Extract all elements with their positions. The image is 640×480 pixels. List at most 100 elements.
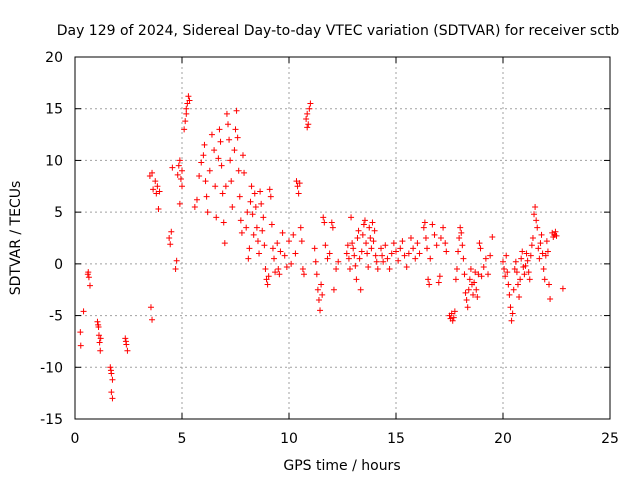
data-point [424,245,431,252]
data-point [543,238,550,245]
data-point [216,126,223,133]
data-point [155,206,162,213]
data-point [213,214,220,221]
data-point [382,242,389,249]
data-point [372,252,379,259]
data-point [258,200,265,207]
data-point [458,229,465,236]
data-point [421,219,428,226]
data-point [181,126,188,133]
data-point [368,245,375,252]
data-point [186,97,193,104]
data-point [448,310,455,317]
data-point [313,271,320,278]
data-point [461,271,468,278]
data-point [306,105,313,112]
data-point [108,389,115,396]
data-point [348,214,355,221]
data-point [393,248,399,255]
y-tick-label: -15 [40,412,63,428]
data-point [109,395,116,402]
data-point [500,258,506,265]
data-point [266,186,273,193]
data-point [146,172,153,179]
data-point [176,157,183,164]
data-point [251,190,258,197]
data-point [97,347,104,354]
data-point [263,276,270,283]
data-point [464,304,471,311]
data-point [311,245,318,252]
data-point [546,281,553,288]
data-point [225,121,232,128]
data-point [437,235,444,241]
data-point [466,276,473,283]
data-point [525,269,532,276]
data-point [226,136,233,143]
data-point [231,147,238,154]
data-point [455,248,462,255]
data-point [346,266,353,273]
data-point [456,235,463,241]
data-point [507,304,514,311]
data-point [380,258,387,265]
data-point [504,269,511,276]
data-point [410,245,417,252]
data-point [474,293,481,300]
y-axis-label: SDTVAR / TECUs [8,181,24,296]
data-point [536,255,543,262]
data-point [462,289,469,296]
data-point [241,169,248,176]
data-point [294,183,301,190]
data-point [552,228,559,235]
data-point [77,329,84,336]
data-point [472,269,479,276]
plot-frame [74,56,611,420]
data-point [290,231,297,238]
data-point [95,321,102,328]
data-point [204,209,211,216]
data-point [315,297,322,304]
data-point [265,273,272,280]
data-point [249,211,256,218]
data-point [246,245,253,252]
y-tick-label: 20 [45,50,63,66]
data-point [223,110,230,117]
data-point [335,258,342,265]
data-point [350,245,357,252]
data-point [238,229,245,236]
data-point [537,240,544,247]
data-point [196,172,203,179]
data-point [539,250,546,257]
data-point [243,224,250,231]
data-point [173,257,180,264]
data-point [261,242,268,249]
data-point [329,224,336,231]
data-point [191,203,198,210]
x-tick-label: 15 [387,431,405,447]
data-point [218,162,225,169]
data-point [221,240,228,247]
data-point [528,242,535,249]
data-point [514,281,521,288]
data-point [506,291,513,298]
data-point [480,263,487,270]
data-point [179,167,185,174]
data-point [286,238,292,245]
data-point [328,219,335,226]
data-point [470,291,477,298]
data-point [425,276,432,283]
data-point [460,255,467,262]
data-point [553,232,560,239]
data-point [227,157,234,164]
data-point [177,176,184,183]
data-point [174,171,181,178]
x-axis-label: GPS time / hours [283,458,400,474]
data-point [314,286,321,293]
data-point [403,263,410,270]
data-point [369,219,376,226]
data-point [354,235,361,241]
data-point [373,258,380,265]
data-point [442,240,449,247]
